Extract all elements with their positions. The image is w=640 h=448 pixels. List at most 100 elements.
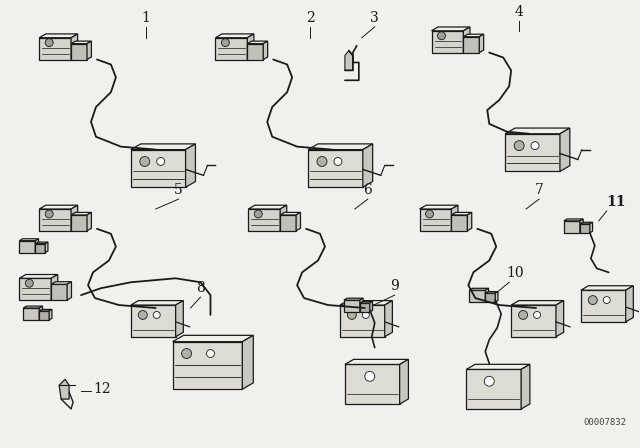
Polygon shape (131, 301, 183, 305)
Polygon shape (564, 221, 580, 233)
Polygon shape (420, 205, 458, 209)
Polygon shape (71, 34, 77, 60)
Polygon shape (399, 359, 408, 404)
Circle shape (438, 32, 445, 40)
Circle shape (138, 310, 147, 319)
Circle shape (207, 349, 214, 358)
Polygon shape (360, 302, 372, 303)
Polygon shape (39, 306, 42, 320)
Circle shape (45, 39, 53, 47)
Polygon shape (626, 286, 634, 322)
Polygon shape (505, 134, 560, 172)
Polygon shape (175, 301, 183, 337)
Polygon shape (19, 278, 51, 300)
Text: 3: 3 (371, 11, 379, 25)
Polygon shape (263, 41, 268, 60)
Polygon shape (521, 364, 530, 409)
Circle shape (348, 310, 356, 319)
Polygon shape (511, 305, 556, 337)
Polygon shape (370, 302, 372, 312)
Polygon shape (451, 205, 458, 231)
Polygon shape (485, 292, 498, 293)
Text: 8: 8 (196, 281, 205, 295)
Polygon shape (51, 282, 72, 284)
Polygon shape (186, 144, 195, 187)
Circle shape (514, 141, 524, 151)
Polygon shape (463, 37, 479, 52)
Text: 7: 7 (534, 183, 543, 197)
Polygon shape (485, 293, 495, 302)
Circle shape (365, 371, 375, 381)
Polygon shape (581, 286, 634, 290)
Text: 4: 4 (515, 5, 524, 19)
Text: 2: 2 (306, 11, 314, 25)
Polygon shape (248, 209, 280, 231)
Polygon shape (216, 34, 254, 38)
Polygon shape (469, 290, 485, 302)
Polygon shape (71, 43, 87, 60)
Polygon shape (280, 212, 301, 215)
Text: 9: 9 (390, 279, 399, 293)
Polygon shape (35, 239, 38, 253)
Text: 1: 1 (141, 11, 150, 25)
Polygon shape (511, 301, 564, 305)
Polygon shape (59, 379, 69, 399)
Polygon shape (345, 359, 408, 364)
Polygon shape (39, 34, 77, 38)
Text: 5: 5 (174, 183, 183, 197)
Polygon shape (23, 308, 39, 320)
Polygon shape (344, 298, 363, 300)
Polygon shape (308, 150, 363, 187)
Polygon shape (35, 242, 48, 244)
Circle shape (140, 156, 150, 166)
Polygon shape (467, 370, 521, 409)
Polygon shape (556, 301, 564, 337)
Polygon shape (87, 41, 92, 60)
Circle shape (317, 156, 327, 166)
Polygon shape (131, 144, 195, 150)
Text: 6: 6 (364, 183, 372, 197)
Polygon shape (19, 275, 58, 278)
Polygon shape (467, 212, 472, 231)
Polygon shape (344, 300, 360, 312)
Polygon shape (431, 31, 463, 52)
Polygon shape (39, 311, 49, 320)
Polygon shape (345, 51, 353, 70)
Circle shape (531, 142, 539, 150)
Circle shape (588, 296, 597, 305)
Polygon shape (39, 38, 71, 60)
Polygon shape (495, 292, 498, 302)
Polygon shape (243, 336, 253, 389)
Polygon shape (131, 305, 175, 337)
Polygon shape (216, 38, 247, 60)
Polygon shape (580, 219, 583, 233)
Polygon shape (308, 144, 372, 150)
Circle shape (157, 158, 164, 165)
Polygon shape (39, 310, 52, 311)
Circle shape (604, 297, 610, 304)
Polygon shape (485, 288, 488, 302)
Polygon shape (49, 310, 52, 320)
Polygon shape (71, 205, 77, 231)
Polygon shape (360, 303, 370, 312)
Polygon shape (67, 282, 72, 300)
Circle shape (518, 310, 527, 319)
Polygon shape (451, 215, 467, 231)
Polygon shape (248, 205, 287, 209)
Polygon shape (590, 222, 593, 233)
Polygon shape (467, 364, 530, 370)
Polygon shape (451, 212, 472, 215)
Polygon shape (340, 301, 392, 305)
Polygon shape (345, 364, 399, 404)
Polygon shape (35, 244, 45, 253)
Text: 10: 10 (506, 266, 524, 280)
Polygon shape (560, 128, 570, 172)
Polygon shape (19, 239, 38, 241)
Polygon shape (479, 34, 484, 52)
Circle shape (484, 376, 494, 386)
Polygon shape (420, 209, 451, 231)
Polygon shape (247, 34, 254, 60)
Polygon shape (463, 27, 470, 52)
Polygon shape (71, 215, 87, 231)
Text: 12: 12 (93, 382, 111, 396)
